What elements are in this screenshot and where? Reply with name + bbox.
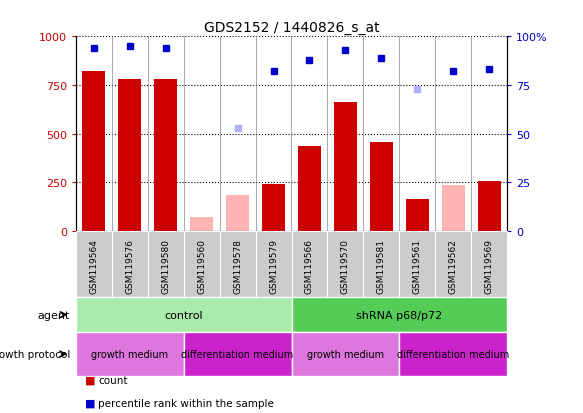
Text: ■: ■: [85, 375, 95, 385]
Bar: [82, 72, 106, 231]
Text: GSM119566: GSM119566: [305, 238, 314, 293]
Text: shRNA p68/p72: shRNA p68/p72: [356, 310, 442, 320]
Bar: [370, 143, 393, 231]
Text: percentile rank within the sample: percentile rank within the sample: [98, 398, 274, 408]
Text: GSM119576: GSM119576: [125, 238, 134, 293]
Bar: [118, 80, 142, 231]
Text: GSM119569: GSM119569: [484, 238, 494, 293]
Text: count: count: [98, 375, 128, 385]
Text: GSM119579: GSM119579: [269, 238, 278, 293]
Text: differentiation medium: differentiation medium: [181, 349, 294, 359]
Text: growth protocol: growth protocol: [0, 349, 70, 359]
Text: differentiation medium: differentiation medium: [397, 349, 510, 359]
Text: GSM119580: GSM119580: [161, 238, 170, 293]
Text: growth medium: growth medium: [307, 349, 384, 359]
Bar: [190, 218, 213, 231]
Text: GSM119581: GSM119581: [377, 238, 386, 293]
Text: GSM119560: GSM119560: [197, 238, 206, 293]
Text: growth medium: growth medium: [91, 349, 168, 359]
Text: control: control: [164, 310, 203, 320]
Bar: [441, 186, 465, 231]
Bar: [226, 195, 250, 231]
Bar: [154, 80, 177, 231]
Title: GDS2152 / 1440826_s_at: GDS2152 / 1440826_s_at: [203, 21, 380, 35]
Text: GSM119570: GSM119570: [341, 238, 350, 293]
Text: agent: agent: [37, 310, 70, 320]
Text: ■: ■: [85, 398, 95, 408]
Text: GSM119564: GSM119564: [89, 238, 99, 293]
Text: GSM119562: GSM119562: [449, 238, 458, 293]
Text: GSM119561: GSM119561: [413, 238, 422, 293]
Bar: [298, 147, 321, 231]
Text: GSM119578: GSM119578: [233, 238, 242, 293]
Bar: [333, 103, 357, 231]
Bar: [406, 199, 429, 231]
Bar: [262, 185, 285, 231]
Bar: [477, 182, 501, 231]
